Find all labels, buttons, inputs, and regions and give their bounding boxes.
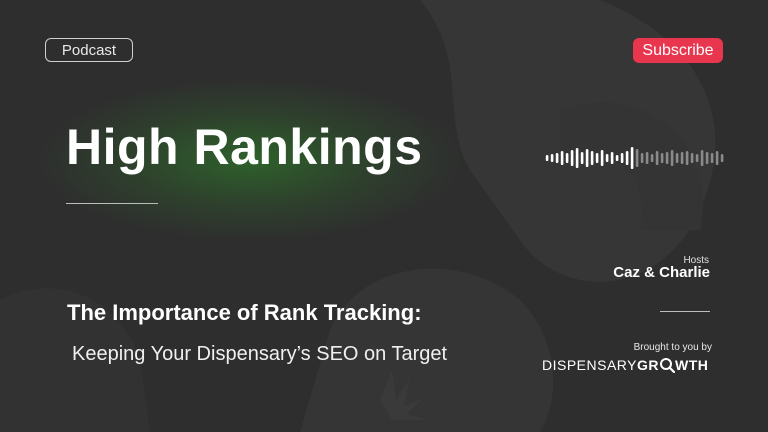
hosts-label: Hosts xyxy=(683,255,709,266)
sponsor-intro: Brought to you by xyxy=(633,342,712,353)
hosts-divider xyxy=(660,311,710,312)
subscribe-button[interactable]: Subscribe xyxy=(633,38,723,63)
magnifier-icon xyxy=(660,358,675,373)
podcast-tag: Podcast xyxy=(45,38,133,62)
hosts-names: Caz & Charlie xyxy=(613,264,710,281)
show-title: High Rankings xyxy=(66,119,423,175)
episode-subtitle: Keeping Your Dispensary’s SEO on Target xyxy=(72,343,448,365)
title-glow xyxy=(40,80,460,240)
title-divider xyxy=(66,203,158,204)
episode-title: The Importance of Rank Tracking: xyxy=(67,300,422,325)
audio-waveform-icon xyxy=(545,147,724,169)
logo-text-bold-start: GR xyxy=(637,357,659,373)
sponsor-logo: DISPENSARY GR WTH xyxy=(542,354,708,376)
logo-text-light: DISPENSARY xyxy=(542,357,637,373)
logo-text-bold-end: WTH xyxy=(675,357,709,373)
